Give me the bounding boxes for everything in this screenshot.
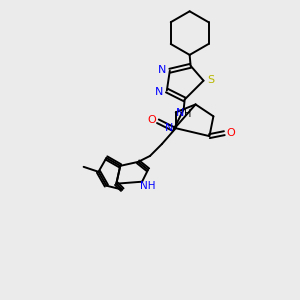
Text: H: H [184,109,191,119]
Text: O: O [227,128,236,138]
Text: N: N [158,65,166,75]
Text: S: S [207,75,214,85]
Text: N: N [155,86,163,97]
Text: NH: NH [140,181,156,191]
Text: O: O [148,115,156,125]
Text: N: N [176,108,184,118]
Text: N: N [165,123,173,133]
